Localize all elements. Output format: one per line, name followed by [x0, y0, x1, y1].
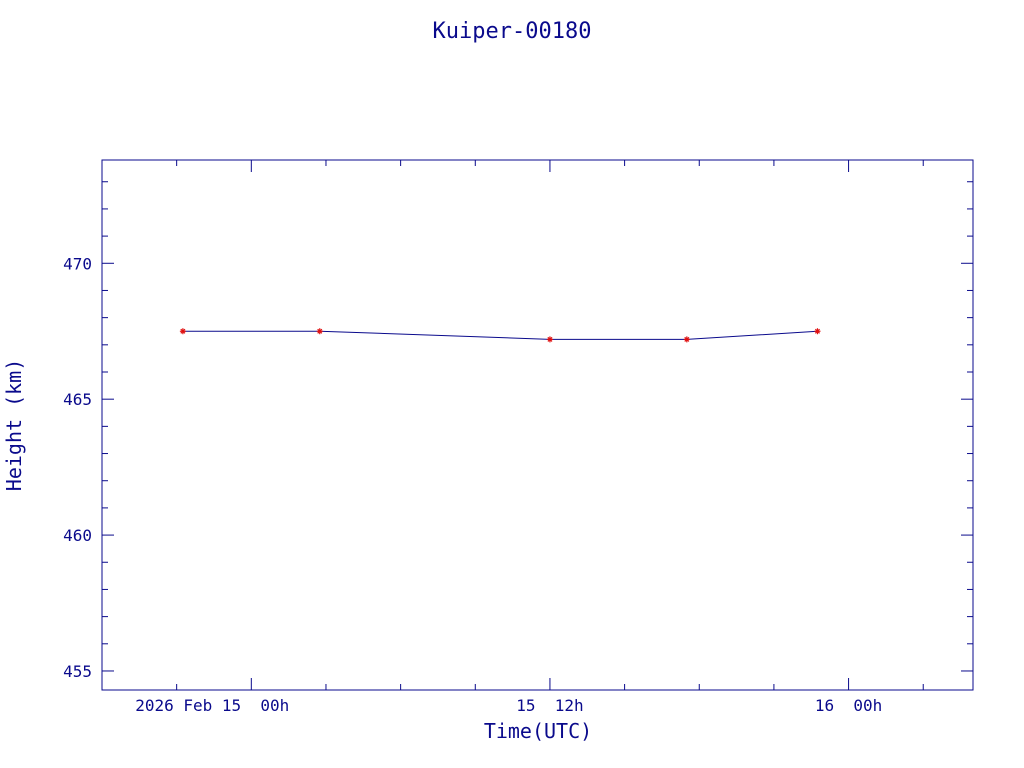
y-tick-label: 465 [63, 390, 92, 409]
plot-area [101, 159, 974, 691]
y-tick-label: 455 [63, 662, 92, 681]
chart-title: Kuiper-00180 [433, 19, 592, 44]
data-point [683, 336, 690, 343]
x-tick-label: 16 00h [815, 696, 882, 715]
series-group [179, 328, 821, 343]
y-tick-label: 470 [63, 254, 92, 273]
series-line [182, 330, 818, 340]
data-point [814, 328, 821, 335]
x-axis-label: Time(UTC) [484, 719, 592, 743]
data-point [179, 328, 186, 335]
x-tick-label: 2026 Feb 15 00h [135, 696, 289, 715]
y-tick-label: 460 [63, 526, 92, 545]
data-point [546, 336, 553, 343]
axis-ticks [101, 160, 973, 690]
data-point [316, 328, 323, 335]
x-tick-labels: 2026 Feb 15 00h 15 12h 16 00h [135, 696, 882, 715]
x-tick-label: 15 12h [516, 696, 583, 715]
y-tick-labels: 455 460 465 470 [63, 254, 92, 681]
y-axis-label: Height (km) [2, 359, 26, 491]
